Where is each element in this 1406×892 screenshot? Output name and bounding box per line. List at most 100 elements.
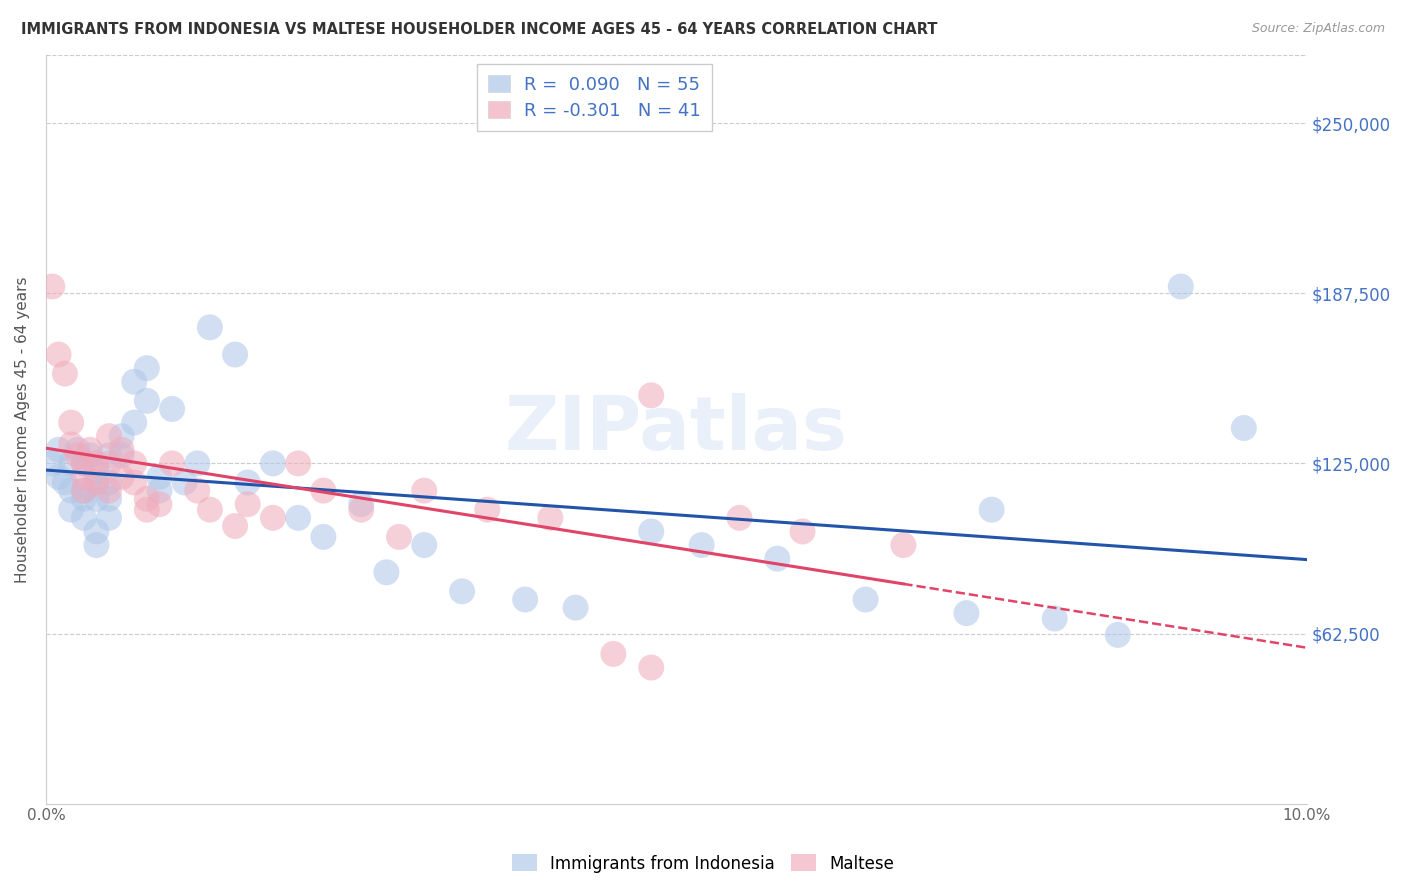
Point (160, 457, 183, 471)
Point (135, 361, 157, 376)
Point (86, 538, 108, 552)
Point (350, 497, 373, 511)
Point (60, 437, 83, 451)
Point (86, 465, 108, 479)
Y-axis label: Householder Income Ages 45 - 64 years: Householder Income Ages 45 - 64 years (15, 277, 30, 582)
Point (73, 470, 96, 484)
Point (60, 457, 83, 471)
Point (73, 483, 96, 498)
Point (1233, 421, 1256, 435)
Point (186, 483, 208, 498)
Point (262, 511, 284, 525)
Point (48, 470, 70, 484)
Point (48, 442, 70, 457)
Point (66, 448, 89, 462)
Point (312, 530, 335, 544)
Point (41, 457, 63, 471)
Point (198, 320, 221, 334)
Point (1043, 611, 1066, 625)
Point (41, 279, 63, 293)
Point (60, 483, 83, 498)
Text: Source: ZipAtlas.com: Source: ZipAtlas.com (1251, 22, 1385, 36)
Point (73, 457, 96, 471)
Point (538, 511, 561, 525)
Point (135, 393, 157, 408)
Point (79, 448, 101, 462)
Point (98, 511, 121, 525)
Point (513, 592, 536, 607)
Point (122, 457, 145, 471)
Point (1170, 279, 1192, 293)
Point (236, 475, 259, 490)
Point (148, 497, 170, 511)
Point (728, 511, 751, 525)
Point (111, 448, 134, 462)
Point (122, 475, 145, 490)
Point (86, 491, 108, 506)
Point (98, 491, 121, 506)
Point (955, 606, 977, 620)
Point (564, 600, 586, 615)
Point (388, 530, 411, 544)
Point (135, 502, 157, 516)
Point (224, 347, 246, 361)
Point (224, 519, 246, 533)
Point (148, 483, 170, 498)
Point (980, 502, 1002, 516)
Point (60, 416, 83, 430)
Point (477, 502, 499, 516)
Point (86, 457, 108, 471)
Text: IMMIGRANTS FROM INDONESIA VS MALTESE HOUSEHOLDER INCOME AGES 45 - 64 YEARS CORRE: IMMIGRANTS FROM INDONESIA VS MALTESE HOU… (21, 22, 938, 37)
Point (287, 457, 309, 471)
Point (160, 401, 183, 416)
Point (640, 660, 662, 674)
Point (640, 524, 662, 539)
Point (98, 457, 121, 471)
Point (855, 592, 877, 607)
Point (53, 367, 76, 381)
Point (98, 475, 121, 490)
Point (86, 475, 108, 490)
Point (111, 442, 134, 457)
Point (262, 457, 284, 471)
Point (48, 347, 70, 361)
Point (893, 538, 915, 552)
Point (73, 511, 96, 525)
Point (186, 457, 208, 471)
Point (312, 483, 335, 498)
Point (792, 524, 814, 539)
Point (79, 442, 101, 457)
Point (766, 551, 789, 566)
Point (350, 502, 373, 516)
Point (98, 483, 121, 498)
Point (602, 647, 624, 661)
Point (1107, 628, 1129, 642)
Point (451, 584, 474, 599)
Point (413, 538, 436, 552)
Point (98, 448, 121, 462)
Point (690, 538, 713, 552)
Point (60, 502, 83, 516)
Point (98, 429, 121, 443)
Point (111, 470, 134, 484)
Point (236, 497, 259, 511)
Point (198, 502, 221, 516)
Point (86, 475, 108, 490)
Point (287, 511, 309, 525)
Legend: Immigrants from Indonesia, Maltese: Immigrants from Indonesia, Maltese (505, 847, 901, 880)
Point (73, 457, 96, 471)
Point (375, 566, 398, 580)
Point (640, 388, 662, 402)
Point (73, 491, 96, 506)
Point (66, 442, 89, 457)
Point (53, 475, 76, 490)
Legend: R =  0.090   N = 55, R = -0.301   N = 41: R = 0.090 N = 55, R = -0.301 N = 41 (477, 64, 711, 130)
Point (86, 524, 108, 539)
Point (413, 483, 436, 498)
Point (173, 475, 195, 490)
Point (122, 416, 145, 430)
Point (111, 429, 134, 443)
Point (73, 483, 96, 498)
Point (148, 470, 170, 484)
Point (135, 491, 157, 506)
